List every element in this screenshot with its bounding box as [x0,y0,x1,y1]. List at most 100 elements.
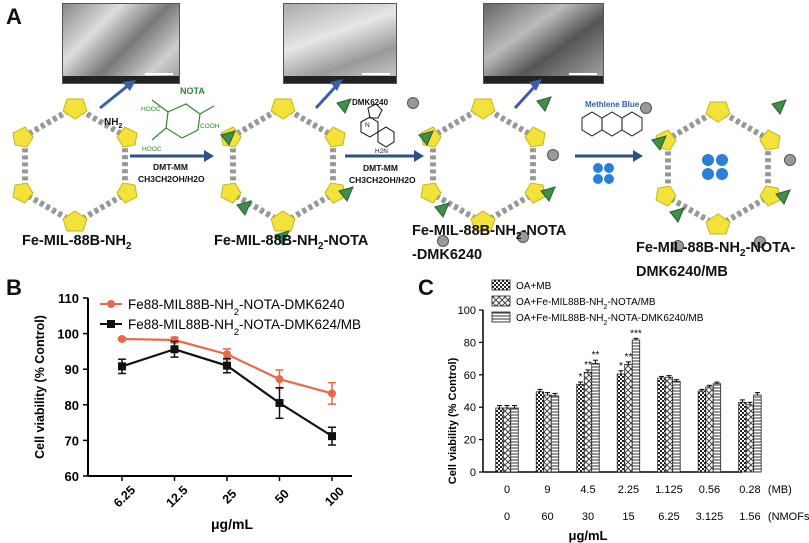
bar [631,339,641,473]
legend-swatch [491,311,511,323]
x-tick-label-mb: 2.25 [618,484,639,496]
y-tick-label: 60 [464,370,476,382]
y-tick-label: 110 [58,291,79,306]
legend-swatch [491,279,511,291]
significance-label: *** [630,328,642,339]
legend-label: OA+Fe-MIL88B-NH2-NOTA-DMK6240/MB [516,313,704,327]
legend-label: OA+Fe-MIL88B-NH2-NOTA/MB [516,297,656,311]
x-tick-label: 50 [272,487,292,507]
bar [576,384,585,473]
solvent-label-1: CH3CH2OH/H2O [138,174,205,184]
significance-label: * [619,361,623,372]
sem-image-1 [62,3,180,84]
data-point [170,345,179,354]
y-axis-title: Cell viability (% Control) [33,315,47,459]
compound-label-4: Fe-MIL-88B-NH2-NOTA- DMK6240/MB [636,240,796,280]
y-tick-label: 0 [470,467,476,479]
sem-image-2 [283,3,397,84]
x-tick-label-nmofs: 3.125 [696,511,724,523]
bar [502,407,512,473]
bar [583,371,593,473]
cooh-label-a: HOOC [141,106,161,113]
significance-label: ** [625,352,633,363]
x-tick-label: 25 [220,487,240,507]
data-point [275,399,284,408]
chart-b: 60 70 80 90 100 110 6.25 12.5 25 50 100 μg/mL Cell v… [33,291,361,532]
solvent-label-2: CH3CH2OH/H2O [349,175,416,185]
chart-c: 0 20 40 60 80 100 Cell viability (% Control) 0 0… [447,279,809,543]
y-tick-label: 20 [464,435,476,447]
panel-c-letter: C [418,275,434,300]
significance-label: ** [592,350,600,361]
dmk-label: DMK6240 [352,98,389,107]
x-tick-label-mb: 1.125 [655,484,683,496]
bar [591,363,600,473]
legend-marker [107,320,115,328]
x-tick-label-nmofs: 15 [622,511,634,523]
legend-label: Fe88-MIL88B-NH2-NOTA-DMK624/MB [128,317,361,338]
bar [712,383,722,473]
nota-label: NOTA [180,86,205,96]
x-tick-label-nmofs: 6.25 [658,511,679,523]
y-tick-label: 80 [464,337,476,349]
x-tick-label-mb: 9 [544,484,550,496]
methylene-blue-label: Methlene Blue [585,100,640,109]
bar [535,391,545,473]
bar [745,404,755,473]
bar [616,373,626,473]
legend-label: OA+MB [516,281,552,292]
x-tick-label-nmofs: 0 [504,511,510,523]
bar [697,390,707,473]
panel-a-letter: A [6,4,22,29]
nmofs-unit-label: (NMOFs) [768,511,809,523]
compound-label-3: Fe-MIL-88B-NH2-NOTA -DMK6240 [412,223,567,263]
x-tick-label-mb: 0.28 [739,484,760,496]
y-tick-label: 90 [65,362,79,377]
significance-label: ** [584,360,592,371]
data-point [328,432,336,441]
synthesis-scheme [0,79,796,252]
nh2-label: NH2 [104,117,123,130]
bar [495,407,504,473]
bar [510,407,519,473]
bar [753,394,762,473]
y-tick-label: 40 [464,402,476,414]
data-point [275,375,284,384]
dmtmm-label-1: DMT-MM [153,162,188,172]
x-tick-label-nmofs: 60 [541,511,553,523]
data-point [328,389,336,398]
x-tick-label: 6.25 [111,483,138,510]
data-point [118,362,126,371]
legend-marker [107,300,115,308]
legend-label: Fe88-MIL88B-NH2-NOTA-DMK6240 [128,297,345,318]
n-atom-label: N [365,122,370,129]
bar [664,376,674,473]
x-tick-label-mb: 4.5 [580,484,595,496]
x-tick-label: 12.5 [164,483,191,510]
y-tick-label: 70 [65,433,79,448]
nh2-dmk-label: H2N [375,148,389,155]
compound-label-1: Fe-MIL-88B-NH2 [22,233,132,252]
bar [705,386,714,473]
y-tick-label: 100 [57,327,79,342]
bar [550,395,560,473]
cooh-label-c: HOOC [142,146,162,153]
x-tick-label: 100 [322,484,347,509]
y-axis-title: Cell viability (% Control) [447,357,459,484]
cooh-label-b: COOH [200,123,220,130]
bar [672,380,681,473]
significance-label: * [579,372,583,383]
x-axis-title: μg/mL [211,516,253,532]
data-point [223,350,231,359]
bar [738,401,747,473]
dmtmm-label-2: DMT-MM [363,163,398,173]
x-tick-label-mb: 0.56 [699,484,720,496]
bar [657,377,666,473]
x-tick-label-nmofs: 1.56 [739,511,760,523]
panel-b-letter: B [6,275,22,300]
bar [624,363,633,473]
x-axis-title: μg/mL [568,528,607,543]
compound-label-2: Fe-MIL-88B-NH2-NOTA [214,233,369,252]
y-tick-label: 60 [65,469,79,484]
sem-image-3 [483,3,604,84]
